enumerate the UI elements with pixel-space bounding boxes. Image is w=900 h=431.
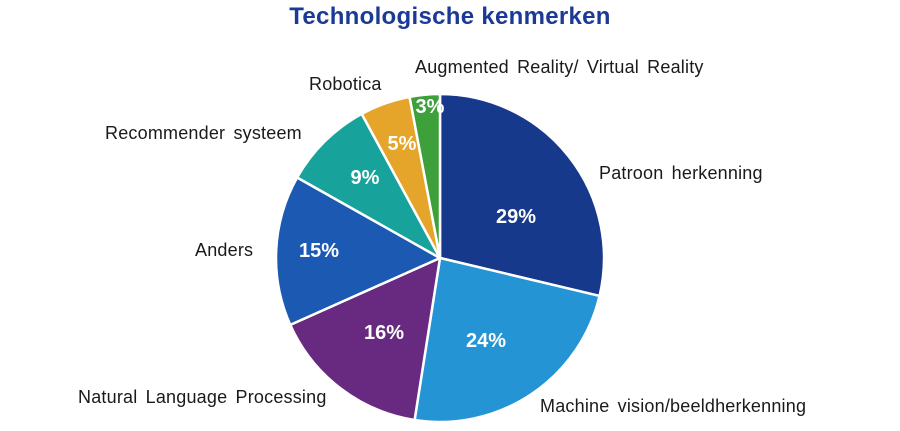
- slice-pct-label: 5%: [388, 133, 417, 155]
- slice-pct-label: 3%: [416, 96, 445, 118]
- pie-slice-augmented-reality-virtual-reality: [408, 92, 442, 260]
- slice-pct-label: 9%: [351, 167, 380, 189]
- slice-label-anders: Anders: [195, 240, 254, 260]
- slice-label-augmented-reality-virtual-reality: Augmented Reality/ Virtual Reality: [415, 57, 704, 77]
- pie-slice-anders: [274, 176, 442, 327]
- slice-label-machine-vision-beeldherkenning: Machine vision/beeldherkenning: [540, 396, 807, 416]
- pie-slice-natural-language-processing: [289, 256, 442, 422]
- pie-slice-recommender-systeem: [295, 112, 442, 260]
- slice-pct-label: 29%: [496, 206, 536, 228]
- slice-pct-label: 15%: [299, 240, 339, 262]
- chart-title: Technologische kenmerken: [289, 3, 611, 30]
- slice-label-natural-language-processing: Natural Language Processing: [78, 387, 327, 407]
- pie-slice-machine-vision-beeldherkenning: [413, 256, 601, 424]
- slice-label-robotica: Robotica: [309, 74, 382, 94]
- slice-pct-label: 24%: [466, 330, 506, 352]
- pie-slice-patroon-herkenning: [438, 92, 606, 298]
- slice-pct-label: 16%: [364, 322, 404, 344]
- slice-label-recommender-systeem: Recommender systeem: [105, 123, 302, 143]
- slice-label-patroon-herkenning: Patroon herkenning: [599, 163, 763, 183]
